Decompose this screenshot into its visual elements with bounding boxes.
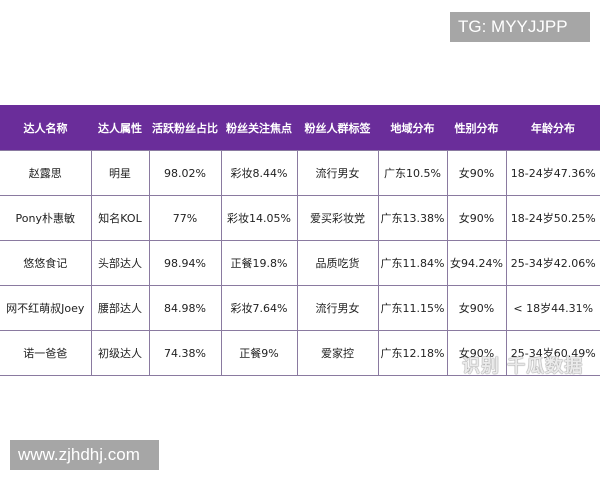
table-cell: 赵露思 — [0, 150, 92, 196]
table-cell: 84.98% — [148, 285, 222, 331]
table-cell: 悠悠食记 — [0, 240, 92, 286]
table-cell: 女90% — [446, 285, 507, 331]
table-row: 诺一爸爸 初级达人 74.38% 正餐9% 爱家控 广东12.18% 女90% 25-34岁6… — [0, 330, 600, 376]
table-cell: 初级达人 — [90, 330, 150, 376]
site-watermark-badge: www.zjhdhj.com — [10, 440, 159, 470]
column-header: 年龄分布 — [506, 105, 600, 151]
table-cell: 爱买彩妆党 — [296, 195, 379, 241]
table-cell: 18-24岁47.36% — [505, 150, 600, 196]
table-cell: 广东11.84% — [377, 240, 448, 286]
column-header: 粉丝人群标签 — [297, 105, 378, 151]
table-cell: 女90% — [446, 330, 507, 376]
table-cell: 彩妆8.44% — [220, 150, 298, 196]
table-cell: < 18岁44.31% — [505, 285, 600, 331]
table-row: 网不红萌叔Joey 腰部达人 84.98% 彩妆7.64% 流行男女 广东11.15% 女9… — [0, 285, 600, 331]
column-header: 达人属性 — [91, 105, 149, 151]
table-cell: Pony朴惠敏 — [0, 195, 92, 241]
table-cell: 25-34岁42.06% — [505, 240, 600, 286]
column-header: 地域分布 — [378, 105, 447, 151]
table-cell: 正餐19.8% — [220, 240, 298, 286]
table-cell: 25-34岁60.49% — [505, 330, 600, 376]
table-cell: 广东13.38% — [377, 195, 448, 241]
table-cell: 18-24岁50.25% — [505, 195, 600, 241]
table-cell: 头部达人 — [90, 240, 150, 286]
table-cell: 女90% — [446, 150, 507, 196]
table-cell: 明星 — [90, 150, 150, 196]
table-cell: 女90% — [446, 195, 507, 241]
influencer-table: 达人名称 达人属性 活跃粉丝占比 粉丝关注焦点 粉丝人群标签 地域分布 性别分布 年龄分布 赵… — [0, 105, 600, 376]
table-cell: 品质吃货 — [296, 240, 379, 286]
table-cell: 正餐9% — [220, 330, 298, 376]
column-header: 达人名称 — [0, 105, 91, 151]
table-cell: 74.38% — [148, 330, 222, 376]
column-header: 性别分布 — [447, 105, 506, 151]
tg-watermark-badge: TG: MYYJJPP — [450, 12, 590, 42]
table-header-row: 达人名称 达人属性 活跃粉丝占比 粉丝关注焦点 粉丝人群标签 地域分布 性别分布 年龄分布 — [0, 105, 600, 151]
table-cell: 女94.24% — [446, 240, 507, 286]
table-cell: 流行男女 — [296, 285, 379, 331]
table-cell: 彩妆7.64% — [220, 285, 298, 331]
table-cell: 知名KOL — [90, 195, 150, 241]
table-cell: 广东11.15% — [377, 285, 448, 331]
table-cell: 流行男女 — [296, 150, 379, 196]
table-row: Pony朴惠敏 知名KOL 77% 彩妆14.05% 爱买彩妆党 广东13.38% 女90%… — [0, 195, 600, 241]
table-cell: 77% — [148, 195, 222, 241]
table-cell: 腰部达人 — [90, 285, 150, 331]
table-cell: 彩妆14.05% — [220, 195, 298, 241]
table-cell: 98.02% — [148, 150, 222, 196]
table-cell: 爱家控 — [296, 330, 379, 376]
table-cell: 诺一爸爸 — [0, 330, 92, 376]
column-header: 活跃粉丝占比 — [149, 105, 221, 151]
column-header: 粉丝关注焦点 — [221, 105, 297, 151]
table-row: 赵露思 明星 98.02% 彩妆8.44% 流行男女 广东10.5% 女90% 18-24岁4… — [0, 150, 600, 196]
watermark-logo: 识别 千瓜数据 — [462, 356, 584, 377]
table-cell: 网不红萌叔Joey — [0, 285, 92, 331]
table-cell: 98.94% — [148, 240, 222, 286]
table-cell: 广东10.5% — [377, 150, 448, 196]
table-cell: 广东12.18% — [377, 330, 448, 376]
table-row: 悠悠食记 头部达人 98.94% 正餐19.8% 品质吃货 广东11.84% 女94.24%… — [0, 240, 600, 286]
